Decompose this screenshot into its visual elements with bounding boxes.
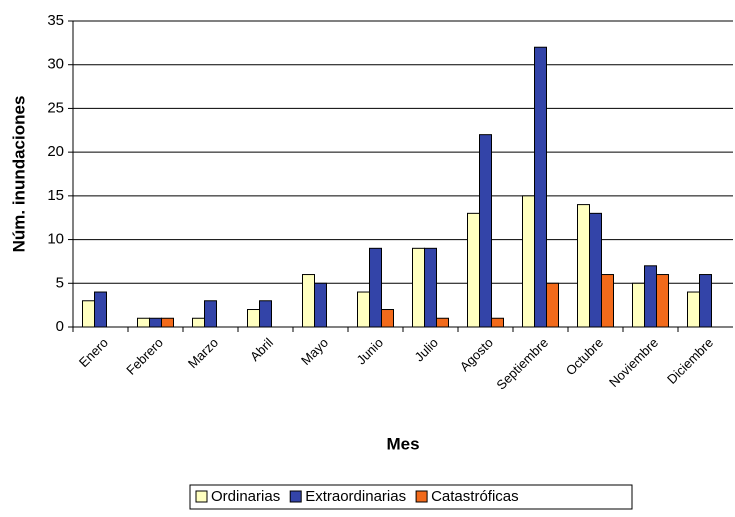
bar (589, 212, 602, 328)
bar (656, 274, 669, 328)
y-tick-label: 20 (47, 143, 64, 160)
bar (314, 282, 327, 328)
y-tick-label: 15 (47, 187, 64, 204)
bar (149, 317, 162, 328)
legend-label: Extraordinarias (305, 488, 406, 505)
bar (534, 46, 547, 328)
x-tick-label: Noviembre (606, 335, 661, 390)
bar (247, 309, 260, 328)
bar (259, 300, 272, 328)
bar (137, 317, 150, 328)
y-tick-label: 5 (56, 274, 64, 291)
x-tick-label: Junio (353, 335, 386, 368)
legend-swatch (415, 490, 428, 503)
x-axis-title: Mes (386, 434, 419, 453)
legend-label: Catastróficas (431, 488, 519, 505)
bar (522, 195, 535, 328)
x-tick-label: Marzo (185, 335, 221, 371)
bar (357, 291, 370, 328)
legend-swatch (195, 490, 208, 503)
bar (82, 300, 95, 328)
x-tick-label: Julio (412, 335, 442, 365)
y-axis-title: Núm. inundaciones (9, 96, 28, 253)
bar (302, 274, 315, 328)
bar (546, 282, 559, 328)
y-tick-label: 35 (47, 12, 64, 29)
x-tick-label: Mayo (298, 335, 331, 368)
bar (687, 291, 700, 328)
bar (369, 247, 382, 328)
legend-box (189, 484, 633, 510)
bar (491, 317, 504, 328)
x-tick-label: Enero (76, 335, 111, 370)
bar (467, 212, 480, 328)
x-tick-label: Septiembre (493, 335, 551, 393)
bar (412, 247, 425, 328)
bar (577, 204, 590, 328)
bar (632, 282, 645, 328)
bar (161, 317, 174, 328)
bar (424, 247, 437, 328)
bar (436, 317, 449, 328)
x-tick-label: Diciembre (664, 335, 716, 387)
y-tick-label: 30 (47, 56, 64, 73)
legend-label: Ordinarias (211, 488, 280, 505)
bar (601, 274, 614, 328)
y-tick-label: 0 (56, 318, 64, 335)
x-tick-label: Agosto (457, 335, 496, 374)
bar (192, 317, 205, 328)
legend-swatch (289, 490, 302, 503)
bar (204, 300, 217, 328)
bar (381, 309, 394, 328)
bar (644, 265, 657, 328)
bar (94, 291, 107, 328)
bar (479, 134, 492, 328)
y-tick-label: 25 (47, 99, 64, 116)
y-tick-label: 10 (47, 231, 64, 248)
bar (699, 274, 712, 328)
x-tick-label: Abril (247, 335, 276, 364)
x-tick-label: Octubre (563, 335, 606, 378)
x-tick-label: Febrero (123, 335, 166, 378)
